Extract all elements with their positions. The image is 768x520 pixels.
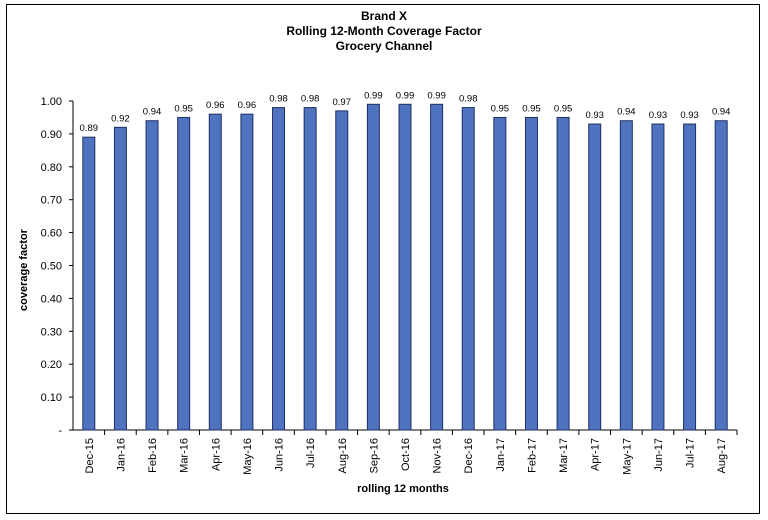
x-tick-label: Sep-16 bbox=[368, 438, 380, 473]
bar bbox=[588, 123, 602, 431]
bar-value-label: 0.93 bbox=[680, 110, 699, 121]
bar-value-label: 0.89 bbox=[80, 123, 99, 134]
bar-value-label: 0.95 bbox=[174, 103, 193, 114]
bar-value-label: 0.96 bbox=[206, 100, 225, 111]
bar-value-label: 0.95 bbox=[554, 103, 573, 114]
chart-title-line-3: Grocery Channel bbox=[336, 39, 433, 53]
bar-value-label: 0.99 bbox=[364, 90, 383, 101]
x-tick-label: Aug-17 bbox=[716, 438, 728, 473]
x-tick-label: Feb-17 bbox=[526, 438, 538, 473]
x-tick-label: Nov-16 bbox=[432, 438, 444, 473]
bar bbox=[303, 107, 317, 431]
bar-value-label: 0.96 bbox=[238, 100, 257, 111]
bar bbox=[398, 103, 412, 431]
x-axis-title: rolling 12 months bbox=[357, 483, 449, 495]
y-tick-label: 0.60 bbox=[41, 228, 62, 240]
bar-value-label: 0.98 bbox=[459, 94, 478, 105]
x-tick-label: Jul-16 bbox=[305, 438, 317, 468]
bar-value-label: 0.98 bbox=[301, 94, 320, 105]
bar-value-label: 0.94 bbox=[143, 107, 162, 118]
x-tick-label: Dec-16 bbox=[463, 438, 475, 473]
x-tick-label: Oct-16 bbox=[400, 438, 412, 471]
bar-value-label: 0.93 bbox=[585, 110, 604, 121]
bar bbox=[335, 110, 349, 431]
bar bbox=[177, 116, 191, 431]
bar-value-label: 0.95 bbox=[491, 103, 510, 114]
bar bbox=[714, 120, 728, 431]
bar-value-label: 0.94 bbox=[617, 107, 636, 118]
bar-value-label: 0.99 bbox=[427, 90, 446, 101]
bar bbox=[82, 136, 96, 431]
bar bbox=[524, 116, 538, 431]
x-tick-label: Mar-17 bbox=[558, 438, 570, 473]
bar-value-label: 0.98 bbox=[269, 94, 288, 105]
bar bbox=[113, 126, 127, 431]
chart-frame bbox=[6, 4, 760, 514]
x-tick-label: Mar-16 bbox=[179, 438, 191, 473]
x-tick-label: Dec-15 bbox=[84, 438, 96, 473]
bar-value-label: 0.99 bbox=[396, 90, 415, 101]
y-tick-label: 0.30 bbox=[41, 326, 62, 338]
x-tick-label: Jan-16 bbox=[115, 438, 127, 472]
plot-area: - 0.10 0.20 0.30 0.40 0.50 0.60 0.70 0.80 0.90 1.0… bbox=[41, 90, 738, 475]
x-tick-label: Aug-16 bbox=[337, 438, 349, 473]
bar-value-label: 0.97 bbox=[333, 97, 352, 108]
y-tick-label: 0.50 bbox=[41, 261, 62, 273]
x-tick-label: May-16 bbox=[242, 438, 254, 475]
y-tick-label: - bbox=[58, 425, 62, 437]
bar bbox=[493, 116, 507, 431]
bar bbox=[272, 107, 286, 431]
bar bbox=[619, 120, 633, 431]
bar bbox=[683, 123, 697, 431]
y-tick-label: 1.00 bbox=[41, 96, 62, 108]
bar-value-label: 0.94 bbox=[712, 107, 731, 118]
y-tick-label: 0.20 bbox=[41, 359, 62, 371]
y-axis-title: coverage factor bbox=[18, 228, 30, 311]
x-tick-label: Jun-17 bbox=[653, 438, 665, 472]
y-tick-label: 0.70 bbox=[41, 195, 62, 207]
chart-title-line-2: Rolling 12-Month Coverage Factor bbox=[286, 24, 482, 38]
x-tick-label: Jun-16 bbox=[274, 438, 286, 472]
y-tick-label: 0.40 bbox=[41, 293, 62, 305]
bar bbox=[208, 113, 222, 431]
chart-title-line-1: Brand X bbox=[361, 9, 407, 23]
y-tick-label: 0.10 bbox=[41, 392, 62, 404]
bar-value-label: 0.92 bbox=[111, 113, 130, 124]
x-tick-label: Jan-17 bbox=[495, 438, 507, 472]
bar bbox=[556, 116, 570, 431]
bar bbox=[366, 103, 380, 431]
x-tick-label: Jul-17 bbox=[685, 438, 697, 468]
bar bbox=[651, 123, 665, 431]
x-tick-label: May-17 bbox=[621, 438, 633, 475]
bar bbox=[430, 103, 444, 431]
bar bbox=[240, 113, 254, 431]
x-tick-label: Apr-17 bbox=[590, 438, 602, 471]
y-tick-label: 0.90 bbox=[41, 129, 62, 141]
bar-value-label: 0.95 bbox=[522, 103, 541, 114]
bar bbox=[461, 107, 475, 431]
bar-value-label: 0.93 bbox=[649, 110, 668, 121]
x-tick-label: Feb-16 bbox=[147, 438, 159, 473]
x-tick-label: Apr-16 bbox=[210, 438, 222, 471]
y-tick-label: 0.80 bbox=[41, 162, 62, 174]
bar bbox=[145, 120, 159, 431]
